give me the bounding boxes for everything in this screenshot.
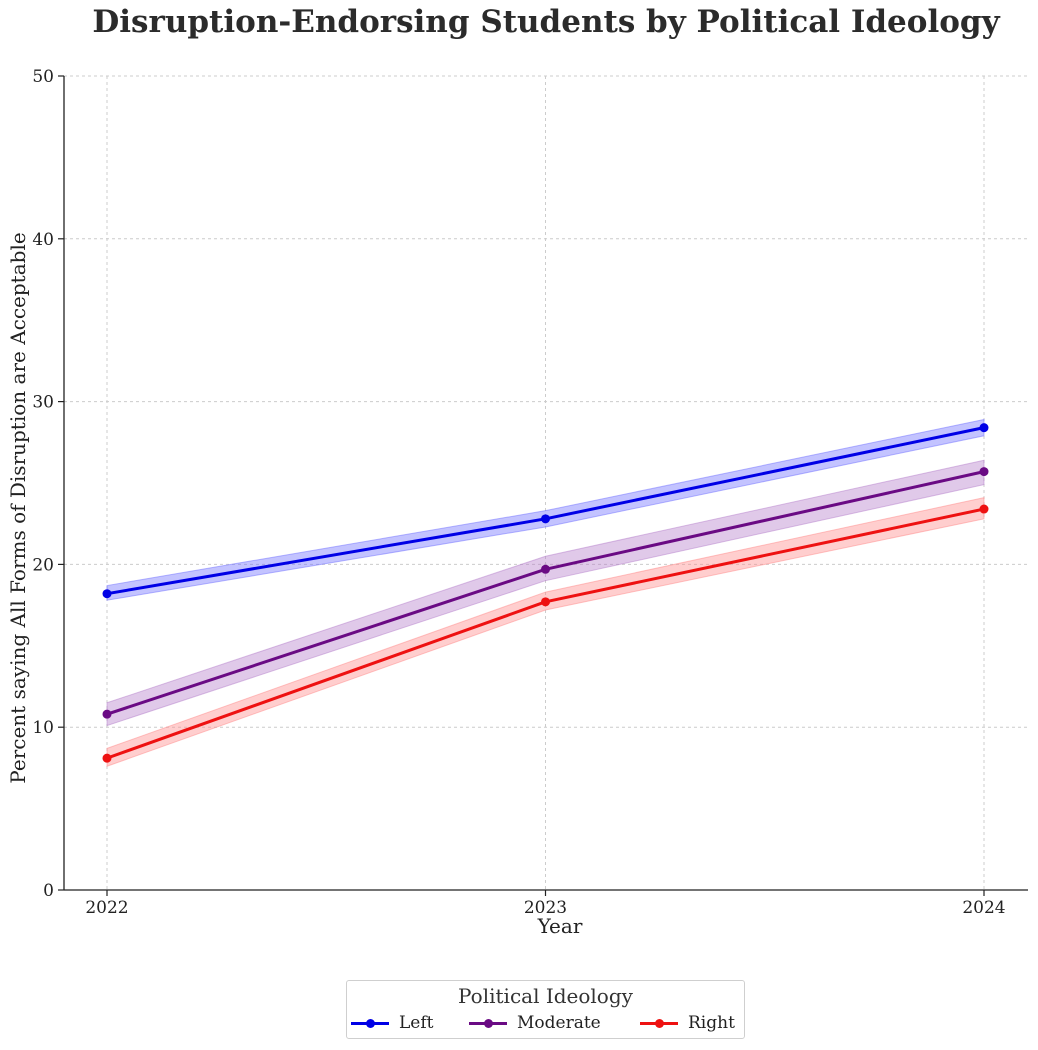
band-moderate — [106, 459, 985, 727]
point-moderate-2023 — [541, 564, 550, 574]
legend-label-left: Left — [399, 1013, 434, 1033]
axes — [58, 75, 1028, 896]
point-left-2024 — [979, 423, 989, 433]
y-tick-label-0: 0 — [43, 881, 54, 901]
legend-swatch-moderate — [469, 1013, 507, 1033]
tick-labels: 0 10 20 30 40 50 2022 2023 2024 — [32, 67, 1005, 918]
point-right-2024 — [979, 504, 989, 514]
legend-item-left: Left — [351, 1013, 433, 1033]
point-left-2022 — [102, 589, 112, 599]
point-moderate-2022 — [102, 709, 112, 719]
point-right-2022 — [102, 753, 112, 763]
x-tick-label-2022: 2022 — [85, 898, 128, 918]
point-moderate-2024 — [979, 467, 989, 477]
legend: Political Ideology Left Moderate Right — [346, 980, 745, 1039]
point-left-2023 — [541, 514, 550, 524]
y-tick-label-40: 40 — [32, 230, 54, 250]
y-tick-label-10: 10 — [32, 718, 54, 738]
band-right — [106, 497, 985, 767]
chart-title: Disruption-Endorsing Students by Politic… — [92, 4, 1000, 40]
line-chart: 0 10 20 30 40 50 2022 2023 2024 Year Percent say… — [6, 67, 1028, 938]
legend-label-right: Right — [688, 1013, 735, 1033]
legend-swatch-left — [351, 1013, 389, 1033]
series-lines — [102, 423, 989, 763]
y-tick-label-30: 30 — [32, 393, 54, 413]
x-tick-label-2023: 2023 — [524, 898, 567, 918]
x-axis-label: Year — [537, 914, 583, 938]
legend-label-moderate: Moderate — [517, 1013, 601, 1033]
legend-title: Political Ideology — [458, 984, 633, 1008]
y-tick-label-50: 50 — [32, 67, 54, 87]
legend-item-moderate: Moderate — [469, 1013, 601, 1033]
x-tick-label-2024: 2024 — [962, 898, 1005, 918]
point-right-2023 — [541, 597, 550, 607]
y-tick-label-20: 20 — [32, 555, 54, 575]
legend-item-right: Right — [640, 1013, 735, 1033]
y-axis-label: Percent saying All Forms of Disruption a… — [6, 232, 30, 783]
legend-swatch-right — [640, 1013, 678, 1033]
